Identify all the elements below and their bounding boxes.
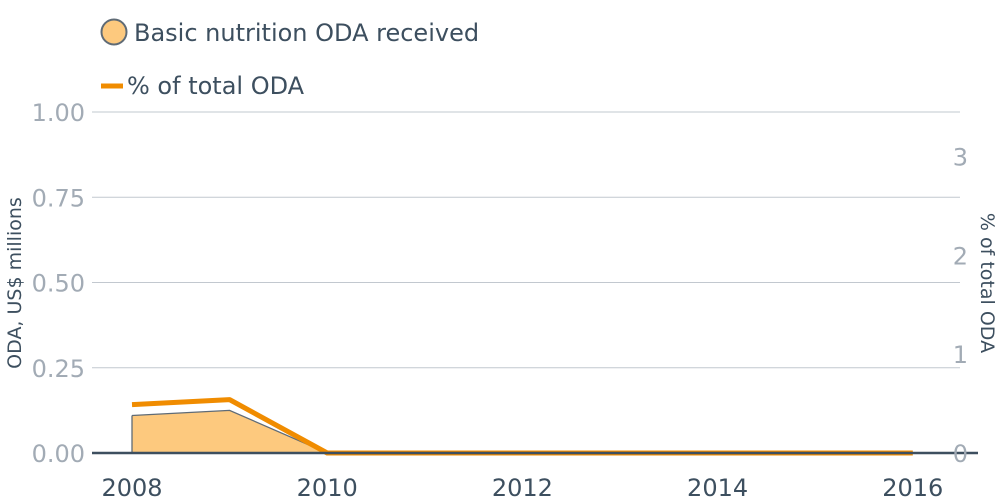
legend-item-area[interactable]: Basic nutrition ODA received — [100, 18, 480, 47]
x-tick-label-4: 2016 — [882, 474, 943, 500]
area-series — [131, 409, 913, 454]
area-fill — [132, 410, 913, 453]
x-tick-label-0: 2008 — [101, 474, 162, 500]
y2-axis-title: % of total ODA — [976, 213, 998, 353]
legend: Basic nutrition ODA received % of total … — [100, 18, 480, 100]
y-tick-label-3: 0.75 — [32, 184, 85, 212]
legend-item-line[interactable]: % of total ODA — [101, 72, 305, 100]
legend-label-line: % of total ODA — [127, 72, 305, 100]
x-tick-label-3: 2014 — [687, 474, 748, 500]
y2-tick-label-0: 0 — [953, 440, 968, 468]
y2-tick-label-1: 1 — [953, 341, 968, 369]
grid-lines — [92, 111, 960, 369]
y2-tick-label-2: 2 — [953, 242, 968, 270]
y-tick-label-2: 0.50 — [32, 270, 85, 298]
y-tick-label-4: 1.00 — [32, 99, 85, 127]
legend-swatch-area — [100, 18, 128, 46]
tick-labels: 0.00 0.25 0.50 0.75 1.00 0 1 2 3 2008 2010 2012 2014… — [32, 99, 968, 500]
y-tick-label-1: 0.25 — [32, 355, 85, 383]
x-tick-label-2: 2012 — [492, 474, 553, 500]
y-tick-label-0: 0.00 — [32, 440, 85, 468]
y-axis-title: ODA, US$ millions — [4, 197, 26, 369]
legend-label-area: Basic nutrition ODA received — [134, 19, 479, 47]
x-tick-label-1: 2010 — [297, 474, 358, 500]
y2-tick-label-3: 3 — [953, 143, 968, 171]
